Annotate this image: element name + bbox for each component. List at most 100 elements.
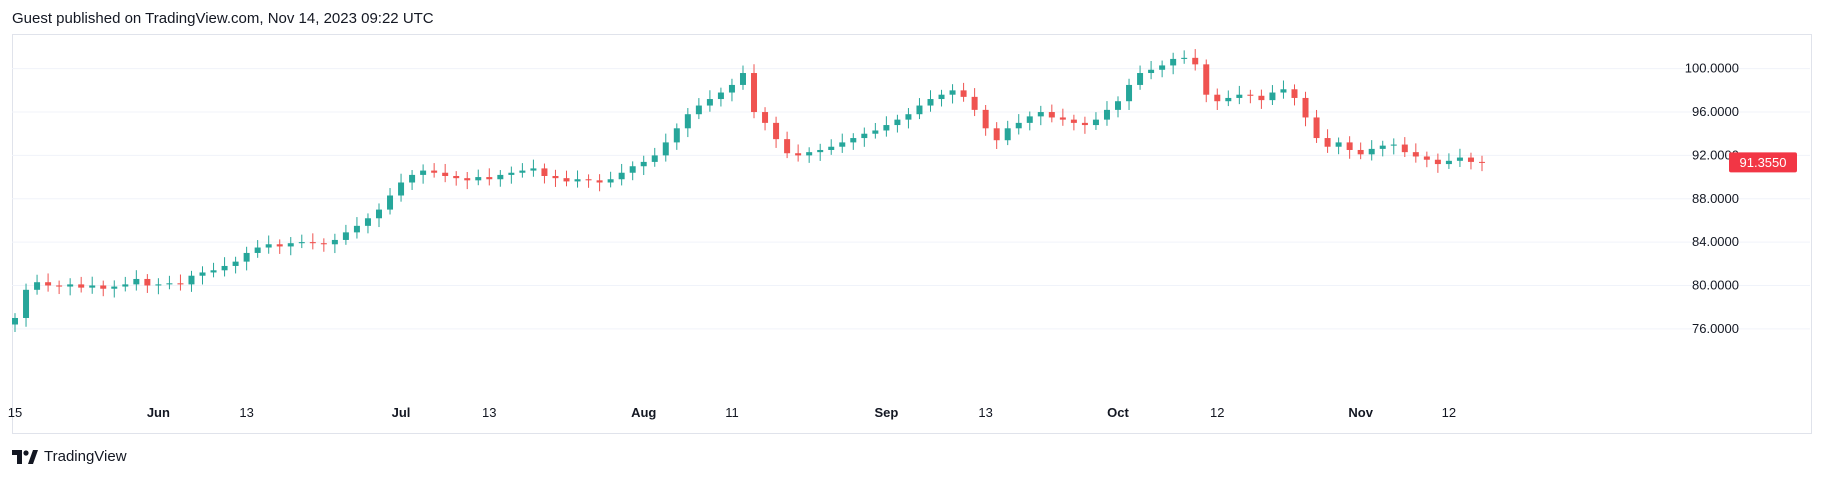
price-tick-label: 80.0000 bbox=[1692, 277, 1739, 292]
candle-body bbox=[1225, 97, 1232, 102]
candle-body bbox=[1445, 160, 1452, 165]
candle-body bbox=[1148, 69, 1155, 74]
candle-body bbox=[607, 179, 614, 183]
candle-body bbox=[23, 289, 30, 318]
candle-body bbox=[453, 175, 460, 179]
candle-body bbox=[375, 209, 382, 219]
candle-body bbox=[585, 179, 592, 181]
candle-body bbox=[1247, 94, 1254, 96]
candle-body bbox=[1048, 112, 1055, 118]
candle-body bbox=[673, 128, 680, 143]
time-tick-label: Nov bbox=[1348, 405, 1373, 420]
price-tick-label: 76.0000 bbox=[1692, 321, 1739, 336]
candle-body bbox=[1456, 157, 1463, 161]
candle-body bbox=[530, 168, 537, 171]
candle-body bbox=[1059, 117, 1066, 120]
chart-frame[interactable] bbox=[12, 34, 1812, 434]
candle-body bbox=[155, 284, 162, 286]
candle-body bbox=[1390, 144, 1397, 146]
candle-body bbox=[298, 242, 305, 244]
candle-body bbox=[1115, 101, 1122, 110]
last-price-label: 91.3550 bbox=[1740, 155, 1787, 170]
candle-body bbox=[695, 105, 702, 115]
candle-body bbox=[309, 242, 316, 244]
candle-body bbox=[872, 130, 879, 134]
candle-body bbox=[1379, 145, 1386, 149]
publish-info: Guest published on TradingView.com, Nov … bbox=[12, 10, 434, 27]
candle-body bbox=[1126, 84, 1133, 102]
candle-body bbox=[1324, 138, 1331, 147]
time-tick-label: 13 bbox=[239, 405, 253, 420]
candle-body bbox=[122, 284, 129, 287]
candle-body bbox=[431, 170, 438, 173]
candle-body bbox=[166, 283, 173, 285]
footer-brand: TradingView bbox=[44, 448, 127, 465]
candle-body bbox=[1467, 157, 1474, 162]
candle-body bbox=[1103, 109, 1110, 120]
candle-body bbox=[177, 283, 184, 285]
candle-body bbox=[993, 128, 1000, 141]
candle-body bbox=[883, 125, 890, 131]
candle-body bbox=[1236, 94, 1243, 98]
candle-body bbox=[342, 232, 349, 240]
candle-body bbox=[475, 177, 482, 181]
time-tick-label: Sep bbox=[874, 405, 898, 420]
time-tick-label: Aug bbox=[631, 405, 656, 420]
candle-body bbox=[243, 252, 250, 262]
candle-body bbox=[508, 172, 515, 175]
time-tick-label: Jun bbox=[147, 405, 170, 420]
price-tick-label: 96.0000 bbox=[1692, 104, 1739, 119]
candle-body bbox=[1170, 58, 1177, 66]
candle-body bbox=[861, 133, 868, 139]
candle-body bbox=[188, 275, 195, 285]
candle-body bbox=[1181, 57, 1188, 59]
candle-body bbox=[938, 94, 945, 100]
grid-layer bbox=[12, 68, 1810, 330]
candle-body bbox=[662, 142, 669, 156]
candle-body bbox=[100, 285, 107, 289]
candle-body bbox=[1479, 161, 1485, 163]
candle-body bbox=[828, 146, 835, 150]
last-price-badge-bg bbox=[1729, 152, 1797, 173]
candle-body bbox=[1258, 95, 1265, 101]
candles-layer bbox=[12, 49, 1485, 332]
candle-body bbox=[728, 84, 735, 93]
candle-body bbox=[651, 155, 658, 162]
candle-body bbox=[78, 284, 85, 288]
candle-body bbox=[210, 270, 217, 273]
candle-body bbox=[850, 138, 857, 143]
time-tick-label: Oct bbox=[1107, 405, 1129, 420]
candle-body bbox=[1214, 94, 1221, 102]
candle-body bbox=[751, 73, 758, 113]
time-tick-label: 12 bbox=[1210, 405, 1224, 420]
candle-body bbox=[287, 243, 294, 247]
candle-body bbox=[56, 285, 63, 287]
candle-body bbox=[398, 182, 405, 196]
candle-body bbox=[1092, 119, 1099, 126]
tradingview-logo-icon bbox=[12, 449, 38, 464]
time-tick-label: 12 bbox=[1442, 405, 1456, 420]
candle-body bbox=[1368, 148, 1375, 155]
candle-body bbox=[795, 153, 802, 156]
candle-body bbox=[45, 282, 52, 286]
time-tick-label: 13 bbox=[482, 405, 496, 420]
footer: TradingView bbox=[12, 448, 127, 465]
candle-body bbox=[1280, 89, 1287, 93]
candle-body bbox=[519, 170, 526, 173]
candle-body bbox=[89, 285, 96, 288]
candle-body bbox=[497, 174, 504, 180]
candle-body bbox=[1070, 119, 1077, 123]
candle-body bbox=[420, 170, 427, 175]
candle-body bbox=[563, 178, 570, 182]
candle-body bbox=[629, 166, 636, 173]
price-tick-label: 92.0000 bbox=[1692, 147, 1739, 162]
candle-body bbox=[640, 161, 647, 167]
candle-body bbox=[1192, 57, 1199, 65]
candle-body bbox=[486, 177, 493, 180]
candle-body bbox=[1423, 156, 1430, 160]
candle-body bbox=[773, 122, 780, 140]
price-axis: 100.0000 96.0000 92.0000 88.0000 84.0000 80.0… bbox=[1685, 61, 1739, 336]
candle-body bbox=[1412, 152, 1419, 157]
candle-body bbox=[1159, 65, 1166, 70]
